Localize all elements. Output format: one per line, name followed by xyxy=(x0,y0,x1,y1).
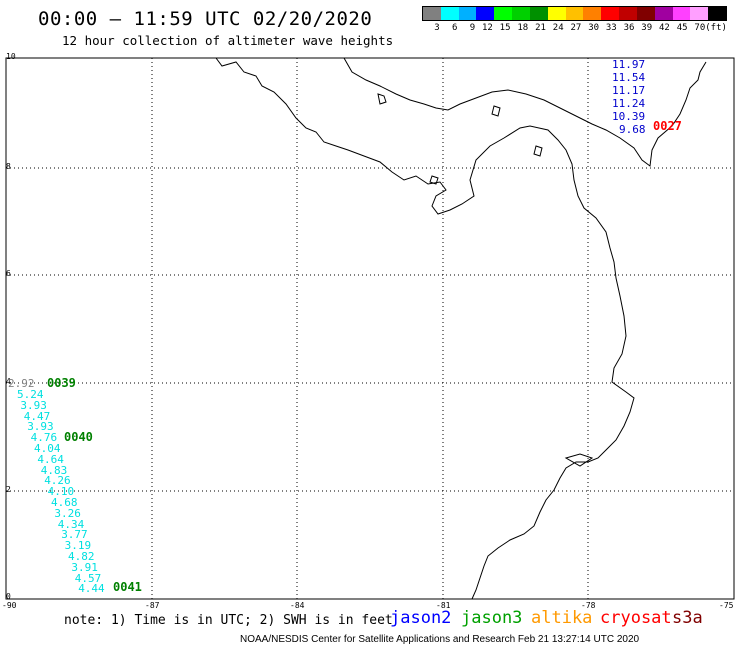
legend-label: 36 xyxy=(623,23,635,33)
lon-label: -75 xyxy=(719,601,734,610)
satellite-cryosat: cryosat xyxy=(600,608,672,628)
legend-swatch xyxy=(494,7,513,20)
swh-value: 4.47 xyxy=(23,409,51,423)
swh-value: 4.10 xyxy=(47,485,75,499)
swh-value: 4.76 xyxy=(30,431,58,445)
legend-labels: 3 6 9 12 15 18 21 24 27 30 33 36 39 42 45 70 (ft) xyxy=(422,23,727,33)
legend-swatch xyxy=(690,7,709,20)
swh-value: 11.97 xyxy=(612,58,646,71)
satellite-altika: altika xyxy=(531,608,593,628)
swh-value: 4.64 xyxy=(37,452,64,466)
swh-value: 9.68 xyxy=(619,123,646,136)
legend-label: 30 xyxy=(588,23,600,33)
swh-value: 5.24 xyxy=(17,388,44,401)
swh-value: 4.26 xyxy=(44,474,71,488)
legend-label: 42 xyxy=(659,23,670,33)
coastline xyxy=(215,57,707,600)
legend-swatch xyxy=(423,7,441,20)
color-legend: 3 6 9 12 15 18 21 24 27 30 33 36 39 42 45 70 (ft) xyxy=(422,6,727,36)
lat-label: 6 xyxy=(6,269,11,278)
legend-swatch xyxy=(708,7,727,20)
legend-swatch xyxy=(547,7,566,20)
units-note: note: 1) Time is in UTC; 2) SWH is in fe… xyxy=(64,613,393,628)
swh-value: 2.92 xyxy=(8,377,35,390)
footer-credit: NOAA/NESDIS Center for Satellite Applica… xyxy=(240,634,640,645)
swh-value: 4.82 xyxy=(68,550,95,563)
pass-label-0040: 0040 xyxy=(64,430,93,444)
legend-swatch xyxy=(440,7,459,20)
swh-value: 10.39 xyxy=(612,110,646,123)
swh-value: 3.93 xyxy=(20,398,47,412)
swh-value: 11.17 xyxy=(612,84,646,97)
legend-swatches xyxy=(422,6,727,21)
legend-swatch xyxy=(654,7,673,20)
legend-swatch xyxy=(529,7,548,20)
swh-value: 3.19 xyxy=(64,539,92,553)
legend-swatch xyxy=(636,7,655,20)
swh-value: 4.44 xyxy=(78,582,105,596)
legend-label: 6 xyxy=(451,23,458,33)
satellite-s3a: s3a xyxy=(672,608,703,628)
legend-swatch xyxy=(458,7,477,20)
swh-value: 4.34 xyxy=(57,517,85,531)
lat-label: 2 xyxy=(6,485,11,494)
legend-swatch xyxy=(601,7,620,20)
legend-label: 39 xyxy=(641,23,653,33)
lat-label: 8 xyxy=(6,162,11,171)
legend-label: 24 xyxy=(552,23,564,33)
chart-title: 00:00 – 11:59 UTC 02/20/2020 xyxy=(38,8,373,30)
swh-value: 3.91 xyxy=(71,560,98,574)
legend-swatch xyxy=(476,7,495,20)
legend-swatch xyxy=(565,7,584,20)
lat-label: 4 xyxy=(6,377,11,386)
swh-value: 11.54 xyxy=(612,71,646,84)
legend-label: 18 xyxy=(517,23,529,33)
lat-label: 10 xyxy=(6,52,16,61)
legend-label: (ft) xyxy=(705,23,727,33)
swh-value: 3.26 xyxy=(54,506,81,520)
legend-label: 21 xyxy=(535,23,546,33)
legend-label: 3 xyxy=(434,23,440,33)
legend-label: 27 xyxy=(570,23,582,33)
grid-lines xyxy=(6,58,734,599)
lon-label: -84 xyxy=(290,601,305,610)
legend-label: 9 xyxy=(469,23,476,33)
legend-label: 33 xyxy=(605,23,617,33)
plot-frame xyxy=(5,57,735,600)
lon-label: -81 xyxy=(436,601,451,610)
swh-value: 3.93 xyxy=(27,420,54,434)
swh-value: 11.24 xyxy=(612,97,646,110)
legend-label: 15 xyxy=(499,23,511,33)
swh-value: 3.77 xyxy=(61,528,88,542)
pass-label-0039: 0039 xyxy=(47,376,76,390)
swh-value: 4.68 xyxy=(51,496,78,509)
swh-value: 4.04 xyxy=(34,442,61,455)
lat-label: 0 xyxy=(6,592,11,601)
legend-label: 70 xyxy=(694,23,706,33)
legend-swatch xyxy=(619,7,637,20)
satellite-jason3: jason3 xyxy=(461,608,523,628)
legend-swatch xyxy=(672,7,691,20)
legend-label: 45 xyxy=(676,23,688,33)
lon-label: -87 xyxy=(145,601,160,610)
pass-label-0027: 0027 xyxy=(653,119,682,133)
chart-subtitle: 12 hour collection of altimeter wave hei… xyxy=(62,33,394,48)
lon-label: -90 xyxy=(2,601,17,610)
legend-swatch xyxy=(583,7,602,20)
swh-value: 4.57 xyxy=(74,571,102,585)
swh-value: 4.83 xyxy=(40,463,68,477)
legend-swatch xyxy=(512,7,530,20)
satellite-jason2: jason2 xyxy=(390,608,452,628)
legend-label: 12 xyxy=(481,23,493,33)
pass-label-0041: 0041 xyxy=(113,580,142,594)
lon-label: -78 xyxy=(581,601,596,610)
